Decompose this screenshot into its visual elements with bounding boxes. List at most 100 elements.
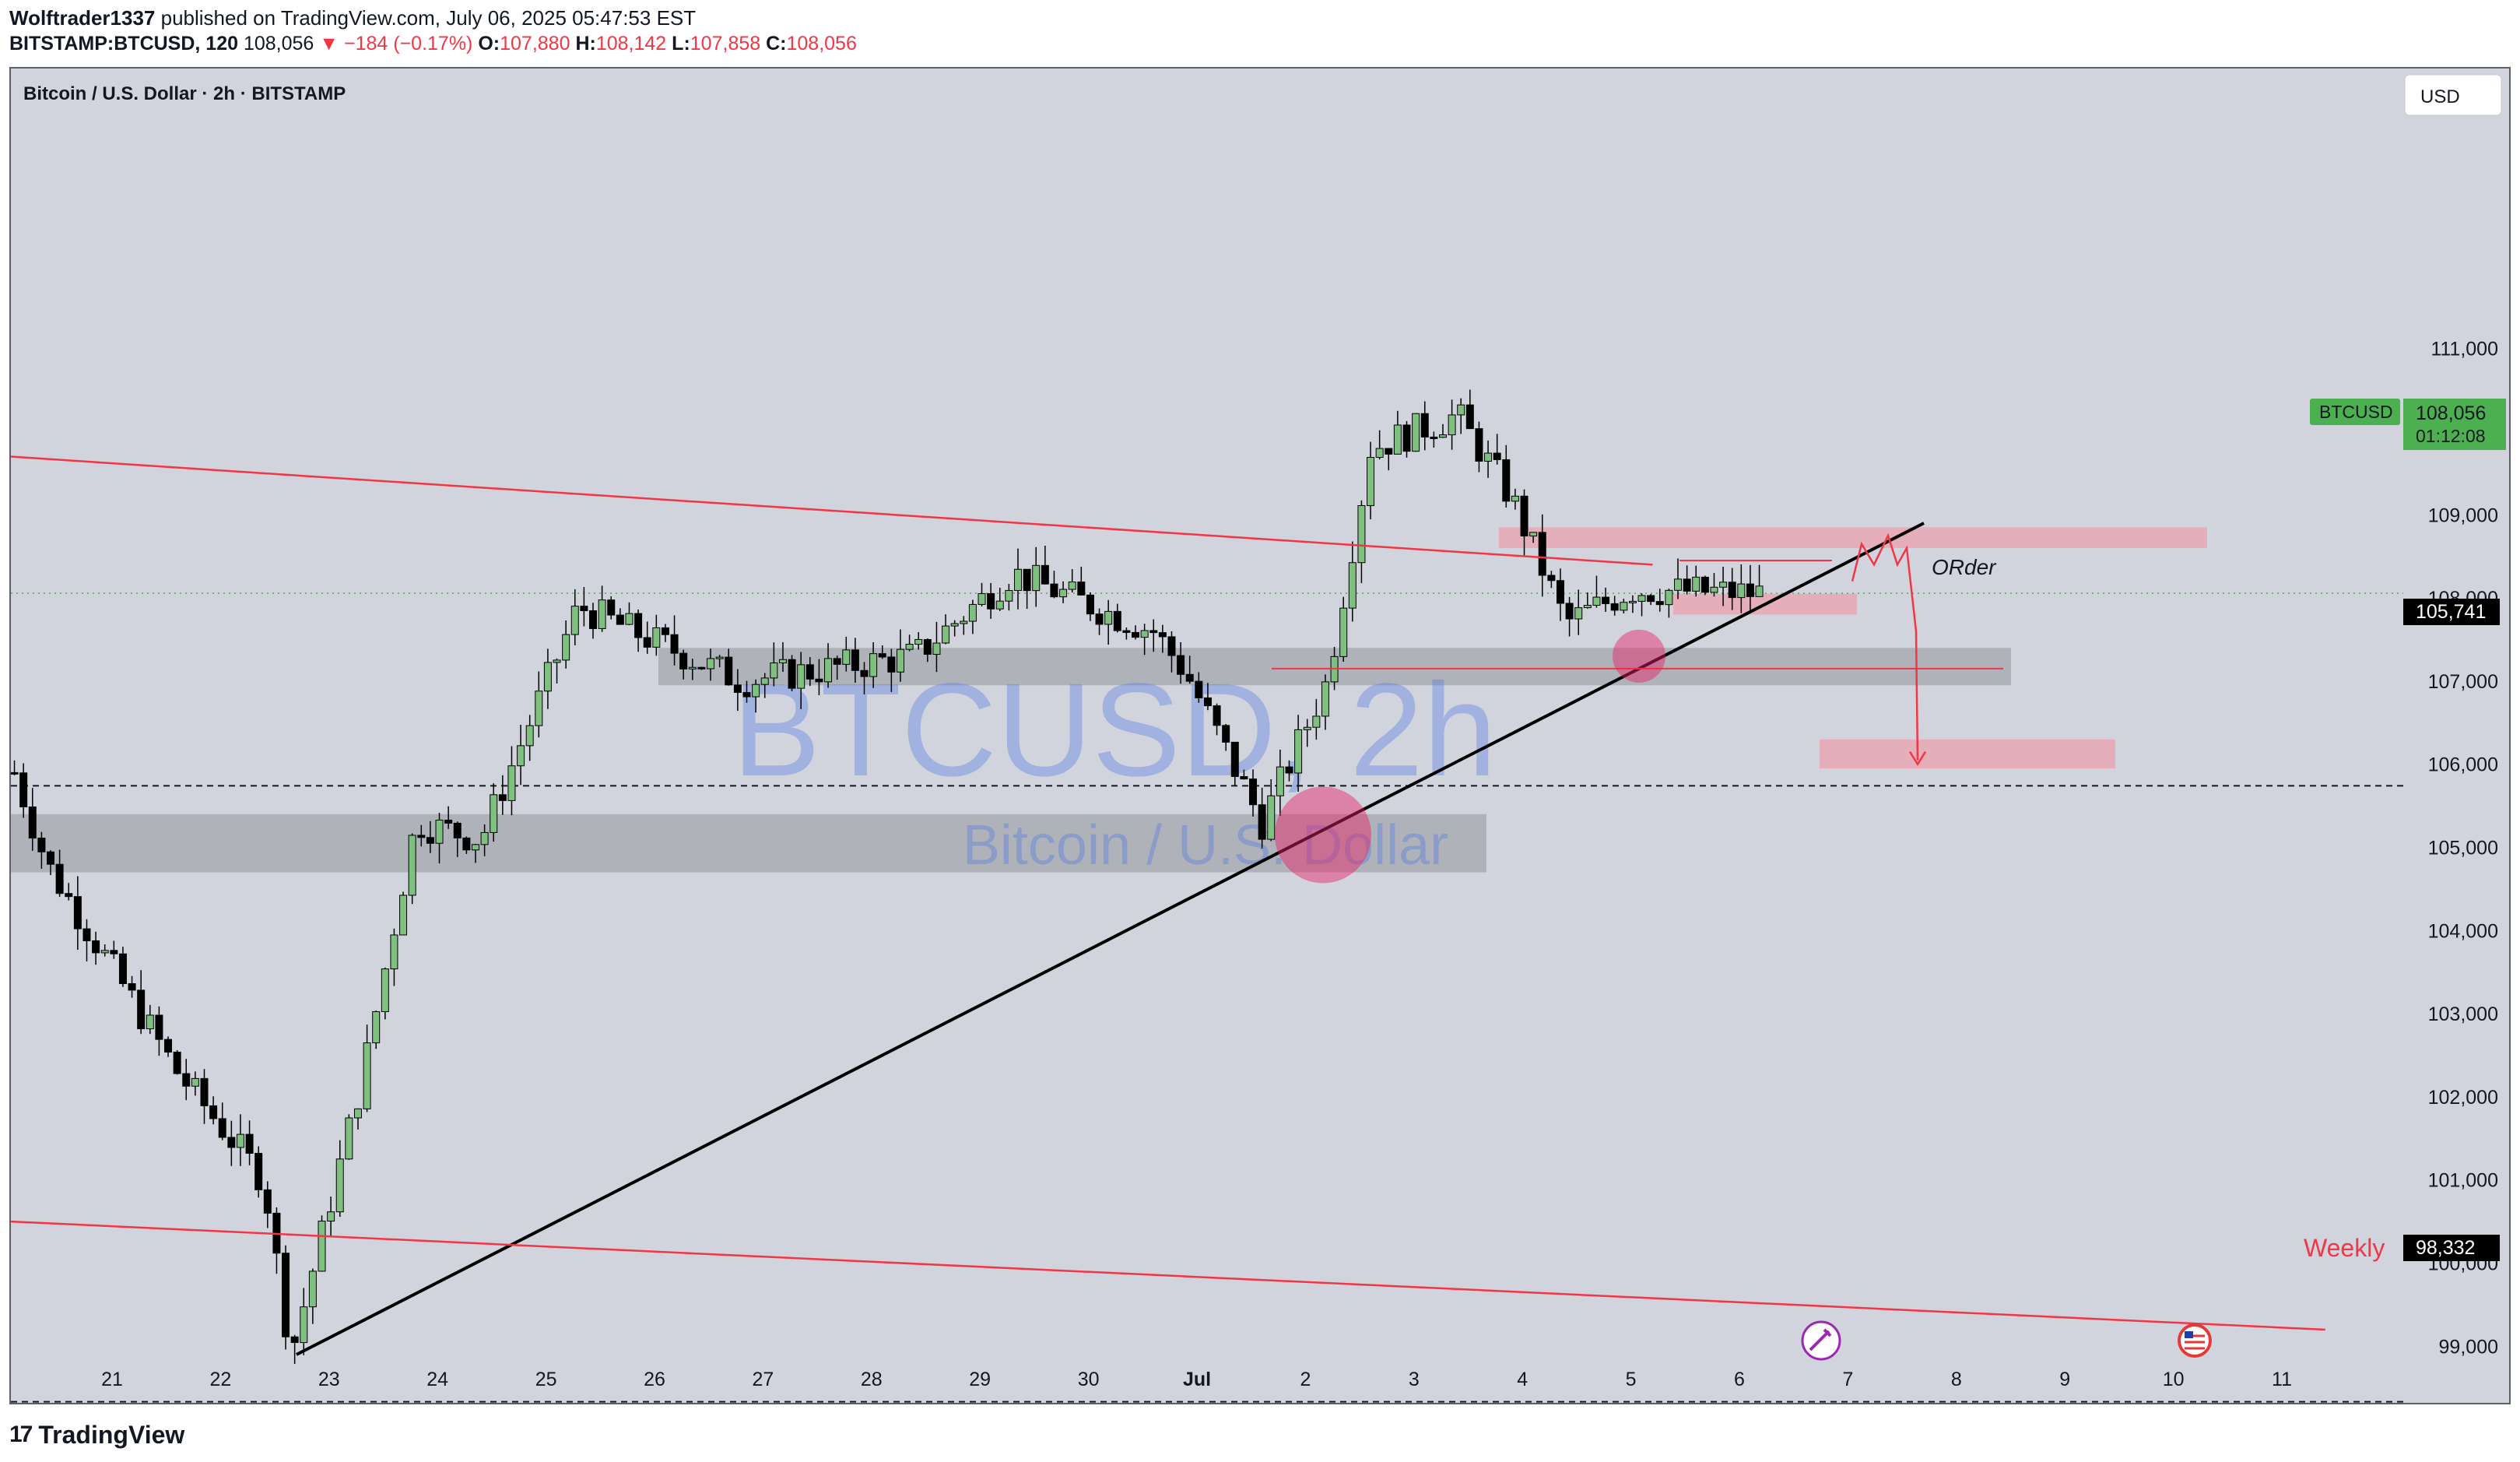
candle-body (1692, 576, 1700, 592)
candle-body (507, 765, 516, 801)
candle-body (444, 819, 453, 824)
candle-body (1041, 564, 1049, 585)
magic-wand-icon[interactable] (1801, 1320, 1841, 1361)
candle-body (878, 653, 886, 658)
candle-body (353, 1108, 362, 1119)
us-flag-icon[interactable] (2178, 1323, 2212, 1358)
candle-body (1357, 504, 1366, 564)
candle-body (372, 1011, 381, 1044)
candle-body (1583, 605, 1592, 609)
candle-body (28, 806, 37, 839)
candle-body (462, 837, 471, 851)
projection-arrowhead (1908, 751, 1927, 767)
currency-button[interactable]: USD (2404, 74, 2502, 116)
chart-frame[interactable]: BTCUSD, 2h Bitcoin / U.S. Dollar 98,0009… (9, 67, 2511, 1404)
plot-background (11, 69, 2509, 1403)
candle-body (616, 614, 624, 625)
candle-body (1230, 741, 1239, 777)
candle-body (254, 1152, 263, 1190)
candle-body (932, 642, 941, 655)
candle-body (896, 648, 904, 673)
ascending-trendline (296, 522, 1925, 1356)
candle-body (1637, 595, 1646, 602)
candle-body (1737, 583, 1746, 599)
candle-body (869, 653, 878, 677)
candle-body (435, 819, 444, 844)
candle-body (1122, 630, 1131, 633)
candle-body (987, 592, 995, 610)
candle-body (788, 659, 796, 689)
candle-body (995, 600, 1004, 610)
candle-body (1493, 452, 1501, 460)
price-tag-value: 108,056 (2416, 402, 2486, 424)
candle-body (381, 968, 389, 1013)
candle-body (977, 592, 986, 605)
candle-body (625, 613, 634, 625)
candle-body (1547, 575, 1556, 582)
candle-body (308, 1270, 317, 1308)
candle-body (1520, 495, 1528, 537)
y-tick-label: 105,000 (2428, 838, 2498, 859)
tradingview-logo-icon[interactable]: 17 (9, 1422, 33, 1447)
x-tick-label: 11 (2272, 1369, 2292, 1390)
price-chart[interactable]: BTCUSD, 2h Bitcoin / U.S. Dollar 98,0009… (11, 69, 2509, 1403)
candle-body (1032, 564, 1041, 592)
candle-body (1167, 636, 1176, 656)
currency-button-label[interactable]: USD (2420, 86, 2460, 107)
open-value: 107,880 (500, 33, 570, 54)
candle-body (1556, 580, 1564, 604)
footer-brand[interactable]: TradingView (38, 1420, 185, 1449)
candle-body (290, 1336, 299, 1344)
candle-body (824, 658, 833, 683)
candle-body (1385, 448, 1393, 455)
candle-body (670, 634, 679, 654)
candle-body (643, 637, 651, 648)
x-tick-label: 2 (1300, 1369, 1311, 1390)
candle-body (173, 1051, 181, 1074)
candle-body (553, 659, 561, 663)
candle-body (1367, 457, 1375, 506)
currency-button-bg[interactable] (2404, 74, 2502, 116)
x-tick-label: 29 (969, 1369, 991, 1390)
candle-body (1258, 804, 1266, 840)
candle-body (1465, 404, 1474, 430)
candle-body (1249, 778, 1258, 806)
candle-body (471, 844, 479, 851)
candle-body (263, 1189, 272, 1214)
highlight-circle-large (1275, 786, 1371, 884)
candle-body (1602, 596, 1610, 604)
last-price: 108,056 (243, 33, 314, 54)
price-tag-countdown: 01:12:08 (2416, 426, 2486, 446)
candle-body (146, 1014, 154, 1030)
x-tick-label: 9 (2059, 1369, 2070, 1390)
candle-body (914, 638, 923, 645)
x-tick-label: 21 (101, 1369, 123, 1390)
candle-body (480, 831, 489, 845)
candle-body (1674, 578, 1683, 591)
candle-body (1655, 601, 1664, 606)
candle-body (960, 620, 968, 624)
y-tick-label: 103,000 (2428, 1003, 2498, 1025)
candle-body (1755, 585, 1764, 597)
candle-body (634, 613, 643, 638)
candle-body (164, 1039, 173, 1053)
candle-body (1203, 697, 1212, 707)
author-name[interactable]: Wolftrader1337 (9, 6, 156, 30)
candle-body (1095, 613, 1104, 625)
candle-body (1402, 424, 1411, 452)
watermark-name: Bitcoin / U.S. Dollar (963, 814, 1448, 877)
candle-body (797, 664, 805, 689)
level-label-upper-text: 105,741 (2416, 601, 2486, 623)
candle-body (110, 950, 118, 954)
candle-body (968, 603, 977, 622)
candle-body (598, 599, 606, 629)
candle-body (1077, 582, 1086, 596)
candle-body (155, 1014, 163, 1040)
candle-body (1484, 452, 1493, 462)
candle-body (1267, 795, 1276, 840)
open-label: O: (478, 33, 500, 54)
candle-body (1149, 630, 1158, 634)
candle-body (191, 1077, 199, 1087)
watermark-symbol: BTCUSD, 2h (732, 656, 1497, 804)
candle-body (778, 659, 787, 664)
